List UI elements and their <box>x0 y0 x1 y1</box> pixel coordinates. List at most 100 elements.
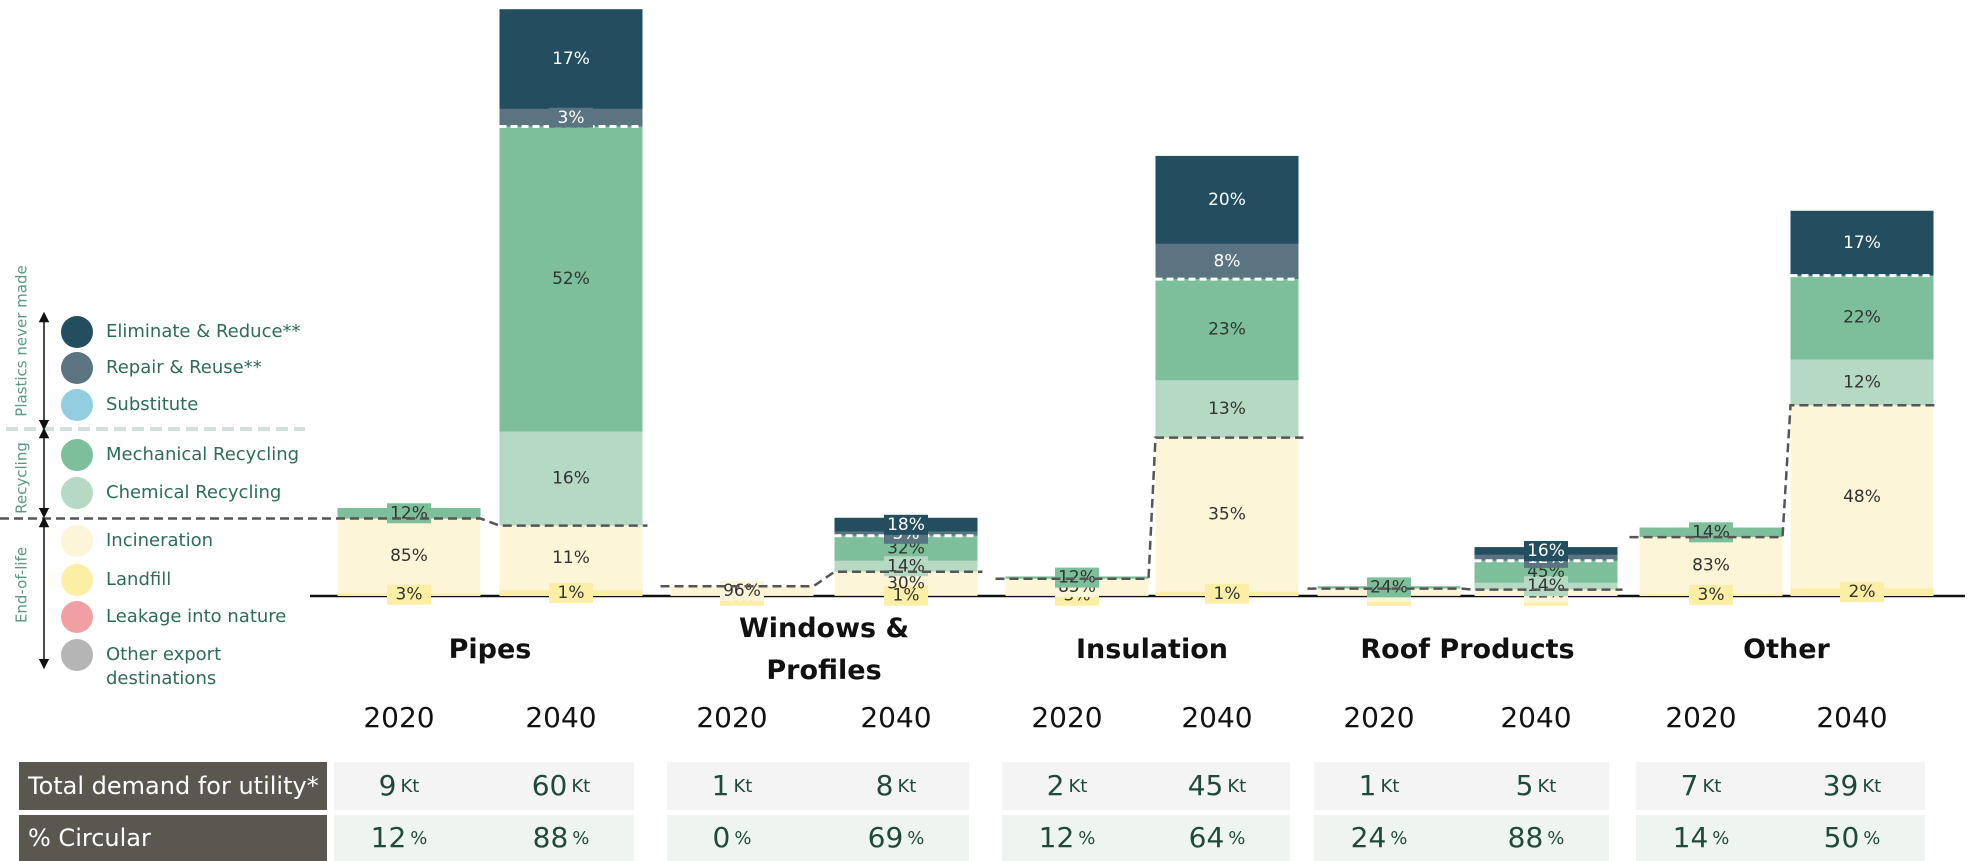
end-of-life-line <box>1629 404 1939 539</box>
cell-unit: Kt <box>1068 776 1087 797</box>
bar-segment <box>499 525 643 591</box>
cell-value: 8 <box>876 769 894 802</box>
cell-value: 14 <box>1673 821 1709 854</box>
segment-label: 17% <box>1843 233 1881 253</box>
cell-value: 7 <box>1681 769 1699 802</box>
table-cell: 2 Kt <box>1047 769 1088 802</box>
table-cell: 45 Kt <box>1188 769 1247 802</box>
legend-swatch <box>61 564 93 596</box>
segment-label: 24% <box>1370 577 1408 597</box>
legend-swatch <box>61 316 93 348</box>
segment-label: 3% <box>396 585 423 605</box>
legend-label: Repair & Reuse** <box>106 357 262 378</box>
bar-segment <box>1639 537 1783 594</box>
group-label: Pipes <box>448 634 532 665</box>
segment-label: 1% <box>893 586 920 606</box>
label-box <box>549 107 593 128</box>
segment-label: 23% <box>1208 320 1246 340</box>
bar-segment <box>1474 560 1618 583</box>
legend-swatch <box>61 389 93 421</box>
cell-value: 50 <box>1824 821 1860 854</box>
row-header-bg <box>19 815 327 861</box>
cell-unit: Kt <box>400 776 419 797</box>
table-cell: 8 Kt <box>876 769 917 802</box>
cell-value: 5 <box>1516 769 1534 802</box>
cell-unit: Kt <box>1380 776 1399 797</box>
table-cell: 60 Kt <box>532 769 591 802</box>
cell-value: 1 <box>1359 769 1377 802</box>
cell-unit: % <box>410 828 427 849</box>
bar-segment <box>1155 279 1299 381</box>
cell-value: 9 <box>379 769 397 802</box>
year-label: 2040 <box>860 701 931 734</box>
bar-segment <box>834 571 978 596</box>
segment-label: 12% <box>1058 568 1096 588</box>
legend-swatch <box>61 439 93 471</box>
cell-bg <box>334 815 634 861</box>
segment-label: 48% <box>1843 487 1881 507</box>
segment-label: 85% <box>390 546 428 566</box>
legend-swatch <box>61 352 93 384</box>
year-label: 2040 <box>1500 701 1571 734</box>
table-cell: 1 Kt <box>712 769 753 802</box>
table-cell: 64% <box>1189 821 1246 854</box>
cell-bg <box>667 762 969 810</box>
cell-unit: Kt <box>897 776 916 797</box>
bar-segment <box>499 431 643 526</box>
segment-label: 96% <box>723 581 761 601</box>
cell-value: 69 <box>868 821 904 854</box>
bar-segment <box>1790 275 1934 360</box>
year-label: 2020 <box>1031 701 1102 734</box>
bar-segment <box>337 518 481 594</box>
table-cell: 88% <box>1508 821 1565 854</box>
table-cell: 12% <box>1039 821 1096 854</box>
cell-bg <box>1314 762 1609 810</box>
label-box <box>549 583 593 604</box>
bar-segment <box>1155 155 1299 244</box>
legend-swatch <box>61 601 93 633</box>
label-box <box>884 585 928 606</box>
cell-value: 0 <box>713 821 731 854</box>
cell-unit: Kt <box>1862 776 1881 797</box>
cell-bg <box>1002 762 1290 810</box>
row-header: % Circular <box>28 824 151 852</box>
legend-swatch <box>61 525 93 557</box>
segment-label: 16% <box>1527 541 1565 561</box>
bar-segment <box>499 126 643 432</box>
bar-segment <box>1155 380 1299 438</box>
table-cell: 88% <box>533 821 590 854</box>
cell-bg <box>334 762 634 810</box>
cell-value: 88 <box>1508 821 1544 854</box>
end-of-life-line <box>995 436 1304 581</box>
table-cell: 12% <box>371 821 428 854</box>
legend-label: Other export destinations <box>106 644 222 689</box>
segment-label: 3% <box>1698 585 1725 605</box>
legend-label: Incineration <box>106 530 214 551</box>
table-cell: 0% <box>713 821 752 854</box>
segment-label: 12% <box>1843 372 1881 392</box>
legend-label: Chemical Recycling <box>106 482 282 503</box>
bar-segment <box>1155 243 1299 280</box>
table-cell: 24% <box>1351 821 1408 854</box>
table-cell: 5 Kt <box>1516 769 1557 802</box>
segment-label: 35% <box>1208 505 1246 525</box>
legend-swatch <box>61 477 93 509</box>
cell-bg <box>1636 815 1925 861</box>
segment-label: 30% <box>887 573 925 593</box>
segment-label: 14% <box>1692 522 1730 542</box>
cell-unit: % <box>1228 828 1245 849</box>
cell-unit: % <box>1078 828 1095 849</box>
cell-unit: % <box>734 828 751 849</box>
bar-segment <box>1155 437 1299 592</box>
legend-label: Substitute <box>106 394 199 415</box>
cell-value: 12 <box>1039 821 1075 854</box>
segment-label: 1% <box>558 583 585 603</box>
cell-value: 12 <box>371 821 407 854</box>
cell-unit: % <box>1712 828 1729 849</box>
bracket-label: End-of-life <box>13 547 31 623</box>
segment-label: 22% <box>1843 308 1881 328</box>
table-cell: 39 Kt <box>1823 769 1882 802</box>
label-box <box>1524 541 1568 562</box>
segment-label: 20% <box>1208 190 1246 210</box>
